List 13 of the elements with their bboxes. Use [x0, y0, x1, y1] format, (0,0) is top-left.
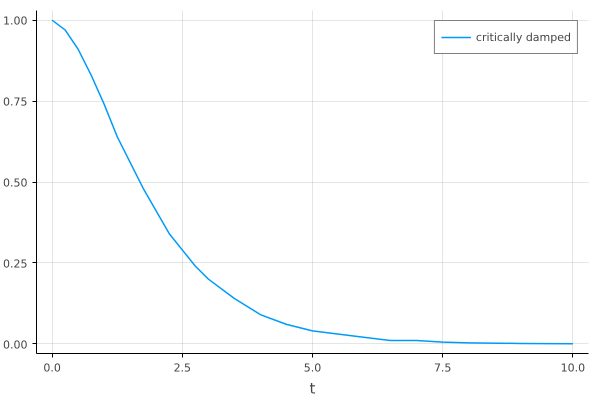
x-tick-label: 7.5 [434, 362, 452, 374]
x-axis-title: t [310, 380, 316, 398]
y-tick-label: 0.75 [3, 96, 28, 109]
y-tick-label: 0.00 [3, 338, 28, 352]
x-tick-label: 2.5 [174, 362, 192, 374]
y-tick-label: 1.00 [3, 14, 28, 28]
line-series [51, 19, 574, 345]
y-tick-label: 0.25 [3, 257, 28, 270]
legend-label: critically damped [476, 30, 571, 44]
y-tick-label: 0.50 [3, 176, 28, 190]
x-tick-label: 10.0 [560, 362, 586, 374]
x-tick-label: 5.0 [304, 362, 322, 374]
x-tick-label: 0.0 [43, 362, 61, 374]
